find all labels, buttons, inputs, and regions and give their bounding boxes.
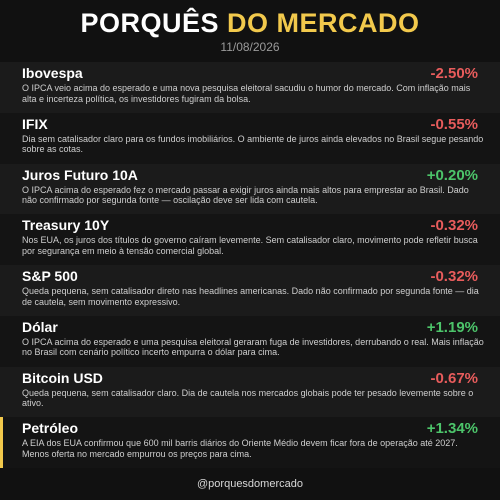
item-change: -2.50% (430, 65, 478, 82)
item-row: Treasury 10Y -0.32% Nos EUA, os juros dos … (0, 214, 500, 265)
item-list: Ibovespa -2.50% O IPCA veio acima do esper… (0, 62, 500, 468)
item-name: S&P 500 (22, 268, 78, 284)
item-change: -0.55% (430, 115, 478, 133)
item-row: Petróleo +1.34% A EIA dos EUA confirmou qu… (0, 417, 500, 468)
item-row: Dólar +1.19% O IPCA acima do esperado e um… (0, 315, 500, 367)
item-description: Nos EUA, os juros dos títulos do governo… (22, 235, 478, 256)
item-description: O IPCA acima do esperado e uma pesquisa … (22, 336, 484, 358)
title: PORQUÊS DO MERCADO (0, 8, 500, 39)
title-part: DO MERCADO (227, 8, 420, 38)
item-row: Ibovespa -2.50% O IPCA veio acima do esper… (0, 62, 500, 113)
item-name: Petróleo (22, 420, 79, 437)
item-name: Ibovespa (22, 65, 83, 81)
item-row: Bitcoin USD -0.67% Queda pequena, sem cata… (0, 366, 500, 418)
item-name: Juros Futuro 10A (22, 166, 138, 183)
item-name: Dólar (22, 318, 58, 335)
title-part: PORQUÊS (80, 8, 219, 38)
item-change: +1.34% (426, 420, 478, 438)
item-change: -0.32% (430, 268, 478, 285)
item-change: +1.19% (426, 318, 478, 336)
item-change: -0.67% (430, 369, 478, 387)
item-description: Queda pequena, sem catalisador claro. Di… (22, 387, 474, 409)
item-description: Queda pequena, sem catalisador direto na… (22, 286, 479, 307)
item-description: O IPCA veio acima do esperado e uma nova… (22, 83, 471, 104)
item-description: O IPCA acima do esperado fez o mercado p… (22, 184, 469, 206)
item-description: Dia sem catalisador claro para os fundos… (22, 133, 484, 155)
date: 11/08/2026 (220, 40, 280, 54)
footer-handle: @porquesdomercado (197, 478, 303, 490)
item-name: Bitcoin USD (22, 369, 103, 386)
item-row: IFIX -0.55% Dia sem catalisador claro para… (0, 112, 500, 164)
item-row: Juros Futuro 10A +0.20% O IPCA acima do es… (0, 163, 500, 215)
item-row: S&P 500 -0.32% Queda pequena, sem catalisa… (0, 265, 500, 316)
item-name: Treasury 10Y (22, 217, 110, 234)
item-name: IFIX (22, 115, 48, 132)
item-description: A EIA dos EUA confirmou que 600 mil barr… (22, 438, 458, 459)
item-change: +0.20% (426, 166, 478, 184)
item-change: -0.32% (430, 217, 478, 235)
